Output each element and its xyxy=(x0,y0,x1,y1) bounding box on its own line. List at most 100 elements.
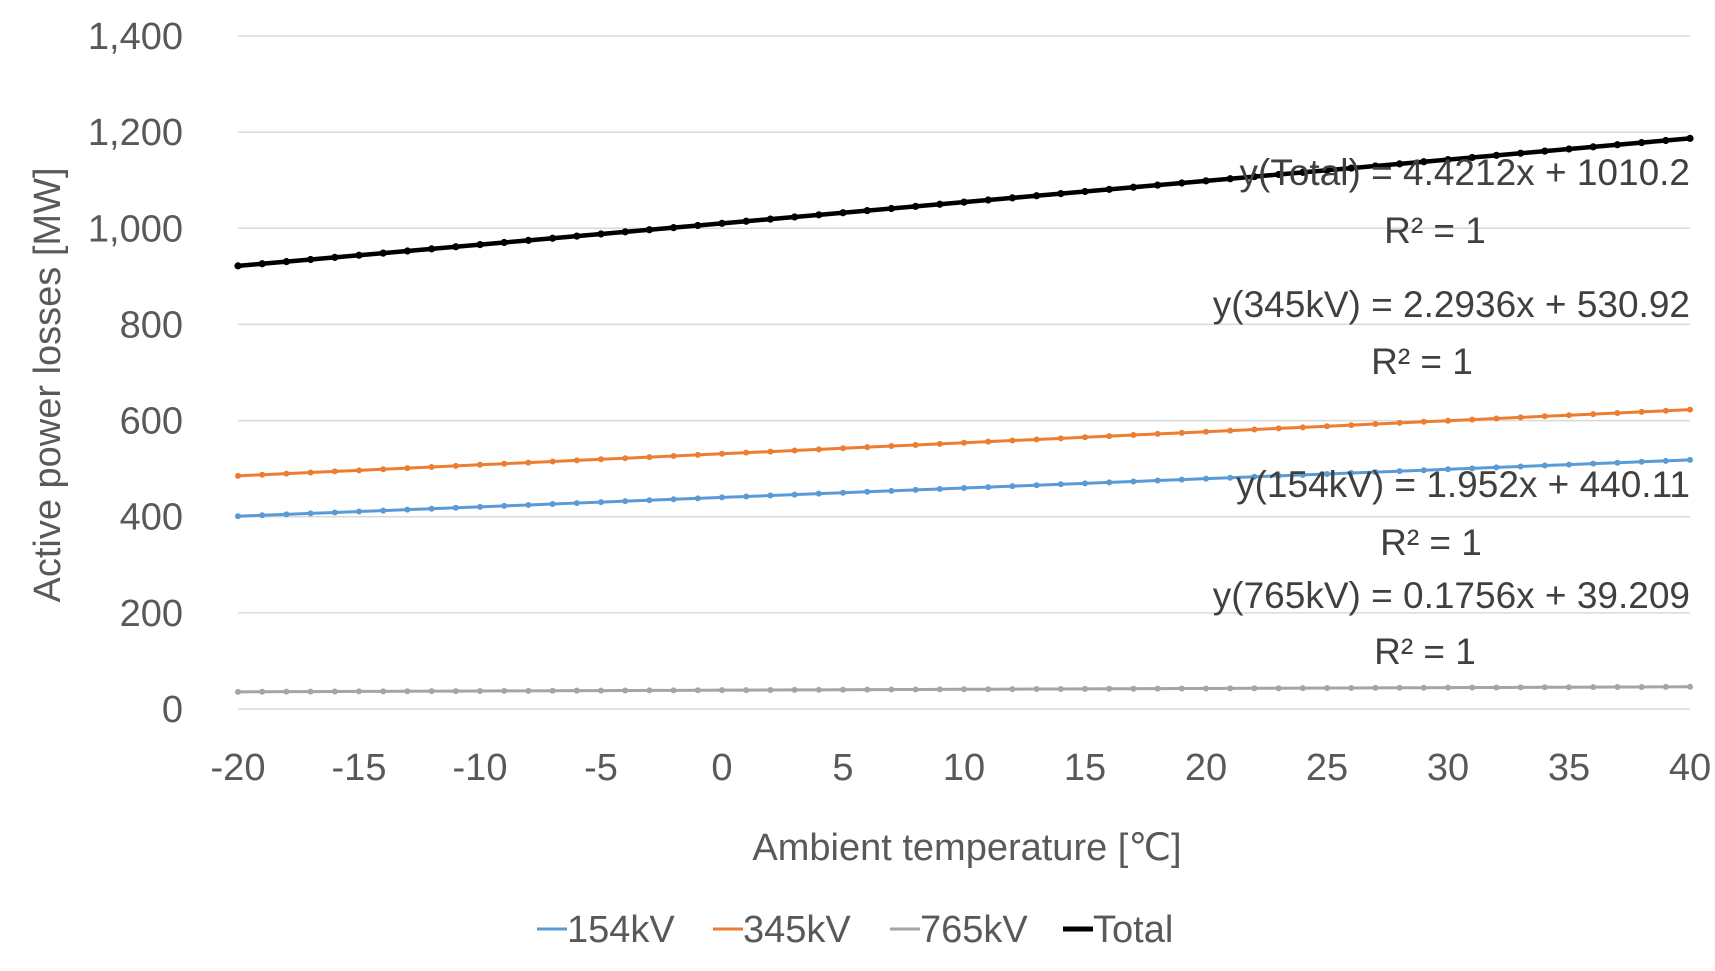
x-tick-label: -15 xyxy=(332,747,387,789)
data-point-154kv xyxy=(1469,465,1476,472)
data-point-345kv xyxy=(1614,409,1621,416)
x-tick-label: 5 xyxy=(832,747,853,789)
annotation-765kv-equation: y(765kV) = 0.1756x + 39.209 xyxy=(1213,575,1690,616)
data-point-345kv xyxy=(1517,414,1524,421)
data-point-total xyxy=(1662,136,1670,145)
data-point-total xyxy=(452,243,460,251)
data-point-765kv xyxy=(1203,685,1209,692)
data-point-345kv xyxy=(719,450,725,457)
data-point-765kv xyxy=(864,686,871,693)
data-point-345kv xyxy=(307,469,314,476)
data-point-765kv xyxy=(622,687,629,694)
x-tick-label: 0 xyxy=(711,747,732,789)
data-point-total xyxy=(742,217,750,225)
data-point-154kv xyxy=(307,510,314,517)
data-point-765kv xyxy=(549,687,556,694)
data-point-total xyxy=(1371,162,1379,170)
data-point-total xyxy=(1686,134,1694,142)
data-point-154kv xyxy=(1687,456,1693,463)
data-point-total xyxy=(1444,156,1452,164)
x-tick-label: 30 xyxy=(1427,747,1469,789)
data-point-total xyxy=(258,260,266,268)
data-point-total xyxy=(379,249,387,257)
data-point-765kv xyxy=(670,687,677,694)
data-point-765kv xyxy=(815,686,822,693)
data-point-154kv xyxy=(331,509,338,516)
data-point-154kv xyxy=(501,502,508,509)
data-point-total xyxy=(307,255,315,264)
data-point-765kv xyxy=(1517,684,1524,691)
data-point-345kv xyxy=(791,447,798,454)
data-point-765kv xyxy=(307,688,314,695)
data-point-345kv xyxy=(1130,432,1137,439)
series-total xyxy=(234,134,1694,270)
y-tick-label: 400 xyxy=(120,497,183,539)
data-point-154kv xyxy=(1106,479,1113,486)
data-point-total xyxy=(597,230,605,238)
data-point-345kv xyxy=(1251,426,1258,433)
data-point-154kv xyxy=(694,495,701,502)
data-point-765kv xyxy=(1057,685,1064,692)
annotation-154kv-r2: R² = 1 xyxy=(1380,522,1482,563)
legend-item-765kv: 765kV xyxy=(890,909,1028,951)
data-point-154kv xyxy=(743,493,750,500)
data-point-total xyxy=(1275,170,1283,179)
data-point-154kv xyxy=(1372,469,1379,476)
data-point-154kv xyxy=(961,485,967,492)
annotation-154kv-equation: y(154kV) = 1.952x + 440.11 xyxy=(1236,464,1690,505)
data-point-total xyxy=(1033,192,1041,200)
data-point-345kv xyxy=(1541,413,1548,420)
data-point-total xyxy=(1468,153,1476,162)
data-point-765kv xyxy=(1082,685,1088,692)
data-point-154kv xyxy=(235,513,241,520)
x-tick-label: 40 xyxy=(1669,747,1711,789)
data-point-total xyxy=(1129,183,1137,191)
data-point-154kv xyxy=(1057,481,1064,488)
data-point-345kv xyxy=(1638,408,1645,415)
annotation-765kv-r2: R² = 1 xyxy=(1374,631,1476,672)
y-tick-label: 0 xyxy=(162,689,183,731)
data-point-345kv xyxy=(1203,428,1209,435)
data-point-345kv xyxy=(840,445,846,452)
data-point-345kv xyxy=(1275,425,1282,432)
data-point-345kv xyxy=(1566,412,1572,419)
data-point-765kv xyxy=(477,687,483,694)
data-point-765kv xyxy=(1227,685,1234,692)
data-point-345kv xyxy=(1396,419,1403,426)
data-point-765kv xyxy=(380,688,387,695)
data-point-765kv xyxy=(767,686,774,693)
series-layer xyxy=(234,134,1694,695)
data-point-345kv xyxy=(1493,415,1500,422)
data-point-154kv xyxy=(1203,475,1209,482)
data-point-total xyxy=(984,196,992,204)
data-point-765kv xyxy=(1493,684,1500,691)
data-point-154kv xyxy=(573,500,580,507)
data-point-154kv xyxy=(912,486,919,493)
data-point-765kv xyxy=(1251,685,1258,692)
data-point-total xyxy=(1250,173,1258,181)
data-point-765kv xyxy=(1372,684,1379,691)
data-point-345kv xyxy=(985,438,992,445)
data-point-765kv xyxy=(331,688,338,695)
data-point-total xyxy=(1226,175,1234,183)
data-point-154kv xyxy=(1493,464,1500,471)
data-point-154kv xyxy=(1662,457,1669,464)
data-point-765kv xyxy=(428,688,435,695)
data-point-154kv xyxy=(1178,476,1185,483)
data-point-total xyxy=(718,219,726,227)
data-point-765kv xyxy=(283,688,290,695)
y-tick-label: 600 xyxy=(120,401,183,443)
data-point-total xyxy=(960,198,968,206)
x-tick-label: -5 xyxy=(584,747,618,789)
data-point-765kv xyxy=(1590,684,1597,691)
data-point-345kv xyxy=(912,441,919,448)
data-point-345kv xyxy=(1420,418,1427,425)
series-765kv xyxy=(235,683,1693,695)
data-point-154kv xyxy=(525,501,532,508)
data-point-345kv xyxy=(1590,411,1597,418)
legend-item-total: Total xyxy=(1063,909,1173,951)
data-point-154kv xyxy=(452,504,459,511)
data-point-total xyxy=(1492,151,1500,159)
data-point-345kv xyxy=(1445,417,1451,424)
